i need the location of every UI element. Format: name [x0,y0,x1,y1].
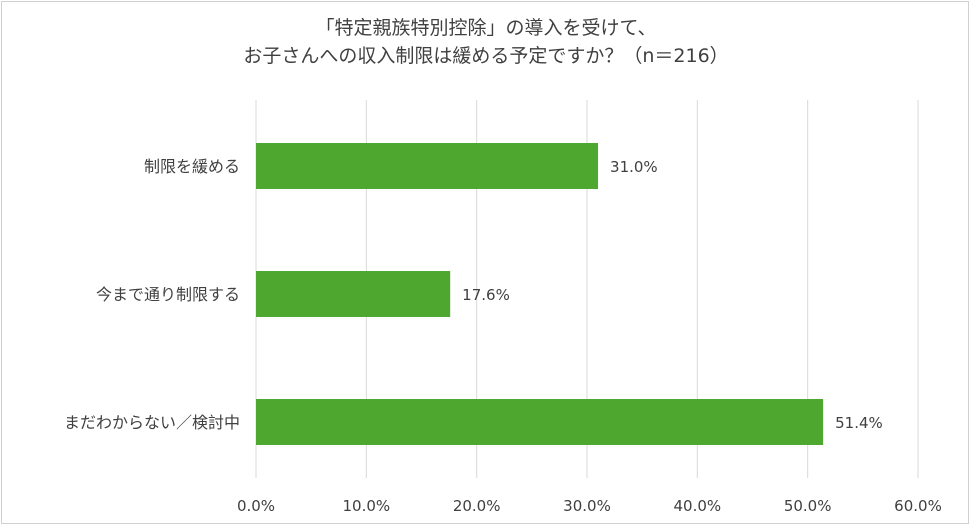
bar [256,143,599,189]
category-label: 制限を緩める [144,157,240,176]
bar [256,271,451,317]
bar [256,399,824,445]
x-tick-label: 30.0% [563,497,611,515]
data-label: 17.6% [462,286,510,304]
data-label: 31.0% [610,158,658,176]
chart-title: 「特定親族特別控除」の導入を受けて、 お子さんへの収入制限は緩める予定ですか？（… [0,14,972,70]
x-tick-label: 0.0% [237,497,275,515]
chart-title-line-2: お子さんへの収入制限は緩める予定ですか？（n＝216） [243,45,729,67]
category-label: まだわからない／検討中 [64,413,240,432]
x-tick-label: 10.0% [343,497,391,515]
data-label: 51.4% [835,414,883,432]
x-tick-label: 20.0% [453,497,501,515]
x-tick-label: 60.0% [894,497,942,515]
chart-title-line-1: 「特定親族特別控除」の導入を受けて、 [315,17,657,39]
x-tick-label: 50.0% [784,497,832,515]
x-tick-label: 40.0% [674,497,722,515]
category-label: 今まで通り制限する [96,285,240,304]
